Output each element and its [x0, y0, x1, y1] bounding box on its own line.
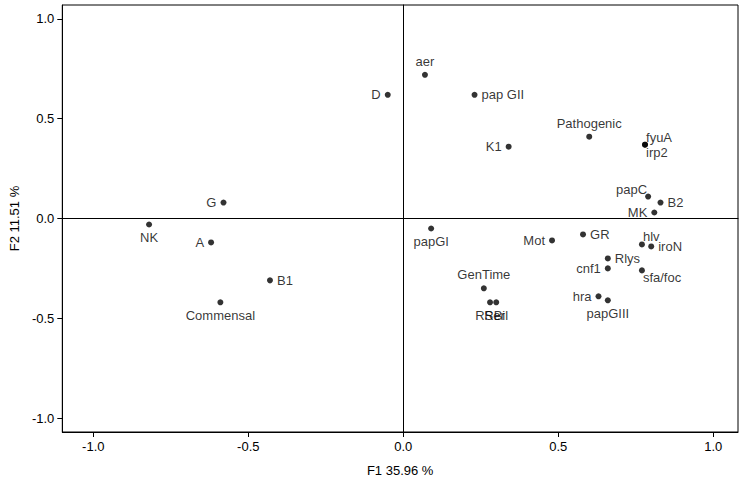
svg-text:K1: K1	[486, 139, 502, 154]
svg-text:B2: B2	[668, 195, 684, 210]
svg-text:aer: aer	[416, 54, 435, 69]
svg-text:-0.5: -0.5	[32, 311, 54, 326]
svg-text:papC: papC	[616, 182, 647, 197]
svg-text:-0.5: -0.5	[237, 439, 259, 454]
svg-text:MK: MK	[628, 205, 648, 220]
svg-text:Mot: Mot	[523, 233, 545, 248]
svg-text:Rlys: Rlys	[615, 251, 641, 266]
svg-text:Commensal: Commensal	[186, 308, 255, 323]
svg-text:Pathogenic: Pathogenic	[557, 116, 623, 131]
svg-text:sfa/foc: sfa/foc	[643, 270, 682, 285]
svg-text:hra: hra	[573, 289, 593, 304]
svg-text:RBil: RBil	[484, 308, 508, 323]
svg-text:cnf1: cnf1	[576, 261, 601, 276]
svg-text:-1.0: -1.0	[32, 411, 54, 426]
svg-text:1.0: 1.0	[36, 11, 54, 26]
svg-text:0.5: 0.5	[549, 439, 567, 454]
svg-text:1.0: 1.0	[704, 439, 722, 454]
svg-text:F2 11.51 %: F2 11.51 %	[7, 185, 22, 251]
svg-text:iroN: iroN	[658, 239, 682, 254]
svg-text:0.0: 0.0	[394, 439, 412, 454]
svg-text:NK: NK	[140, 230, 158, 245]
svg-text:hlv: hlv	[642, 229, 660, 245]
svg-text:D: D	[371, 87, 380, 102]
svg-text:F1 35.96 %: F1 35.96 %	[367, 463, 434, 478]
svg-text:fyuA: fyuA	[646, 130, 672, 145]
svg-text:-1.0: -1.0	[82, 439, 104, 454]
svg-text:0.5: 0.5	[36, 111, 54, 126]
svg-text:A: A	[195, 235, 204, 250]
svg-text:GenTime: GenTime	[457, 267, 510, 282]
svg-text:irp2: irp2	[646, 145, 668, 160]
svg-text:papGIII: papGIII	[586, 306, 629, 321]
svg-text:pap GII: pap GII	[482, 87, 525, 102]
svg-text:GR: GR	[590, 227, 610, 242]
svg-text:papGI: papGI	[413, 234, 448, 249]
svg-text:G: G	[206, 195, 216, 210]
svg-text:0.0: 0.0	[36, 211, 54, 226]
svg-text:B1: B1	[277, 273, 293, 288]
